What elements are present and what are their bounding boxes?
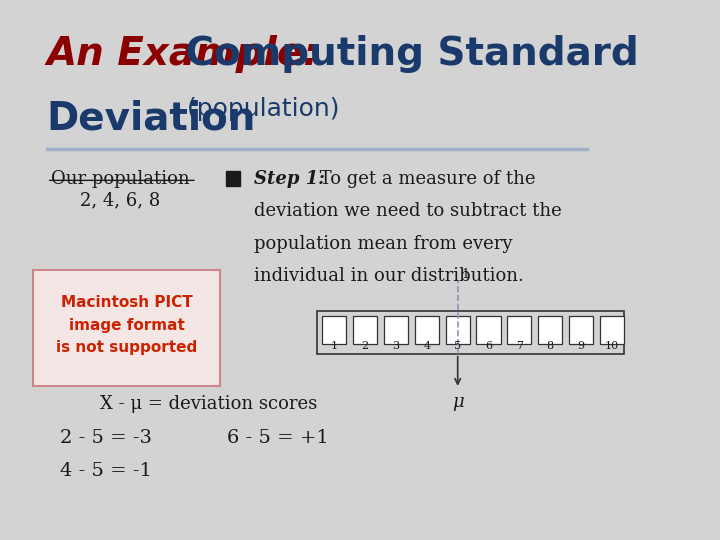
Text: Our population: Our population: [51, 170, 189, 188]
Bar: [446, 316, 469, 344]
Text: 1: 1: [462, 268, 469, 281]
Text: 3: 3: [392, 341, 400, 351]
Bar: [415, 316, 439, 344]
Text: individual in our distribution.: individual in our distribution.: [253, 267, 523, 285]
Bar: [317, 310, 624, 354]
Text: 4: 4: [423, 341, 431, 351]
Text: μ: μ: [452, 393, 464, 410]
Text: To get a measure of the: To get a measure of the: [314, 170, 535, 188]
Text: 4 - 5 = -1: 4 - 5 = -1: [60, 462, 152, 480]
Bar: [600, 316, 624, 344]
Text: (population): (population): [179, 97, 339, 121]
Text: 2, 4, 6, 8: 2, 4, 6, 8: [80, 192, 161, 210]
Bar: [384, 316, 408, 344]
Text: population mean from every: population mean from every: [253, 235, 512, 253]
Text: Macintosh PICT
image format
is not supported: Macintosh PICT image format is not suppo…: [56, 295, 197, 355]
Bar: [569, 316, 593, 344]
Text: 2: 2: [361, 341, 369, 351]
Text: X - μ = deviation scores: X - μ = deviation scores: [100, 395, 318, 413]
Text: 1: 1: [330, 341, 338, 351]
Bar: [538, 316, 562, 344]
Bar: [477, 316, 500, 344]
Bar: [323, 316, 346, 344]
Text: 10: 10: [605, 341, 619, 351]
Text: Deviation: Deviation: [47, 100, 256, 138]
Text: An Example:: An Example:: [47, 35, 320, 73]
Bar: [33, 270, 220, 386]
Bar: [508, 316, 531, 344]
Text: 6: 6: [485, 341, 492, 351]
Text: 7: 7: [516, 341, 523, 351]
Text: Step 1:: Step 1:: [253, 170, 325, 188]
Text: 2 - 5 = -3: 2 - 5 = -3: [60, 429, 152, 447]
Text: 8: 8: [546, 341, 554, 351]
Text: 9: 9: [577, 341, 585, 351]
Text: 6 - 5 = +1: 6 - 5 = +1: [227, 429, 328, 447]
Text: deviation we need to subtract the: deviation we need to subtract the: [253, 202, 562, 220]
Text: Computing Standard: Computing Standard: [172, 35, 639, 73]
Bar: [353, 316, 377, 344]
Text: 5: 5: [454, 341, 462, 351]
Bar: [226, 171, 240, 186]
